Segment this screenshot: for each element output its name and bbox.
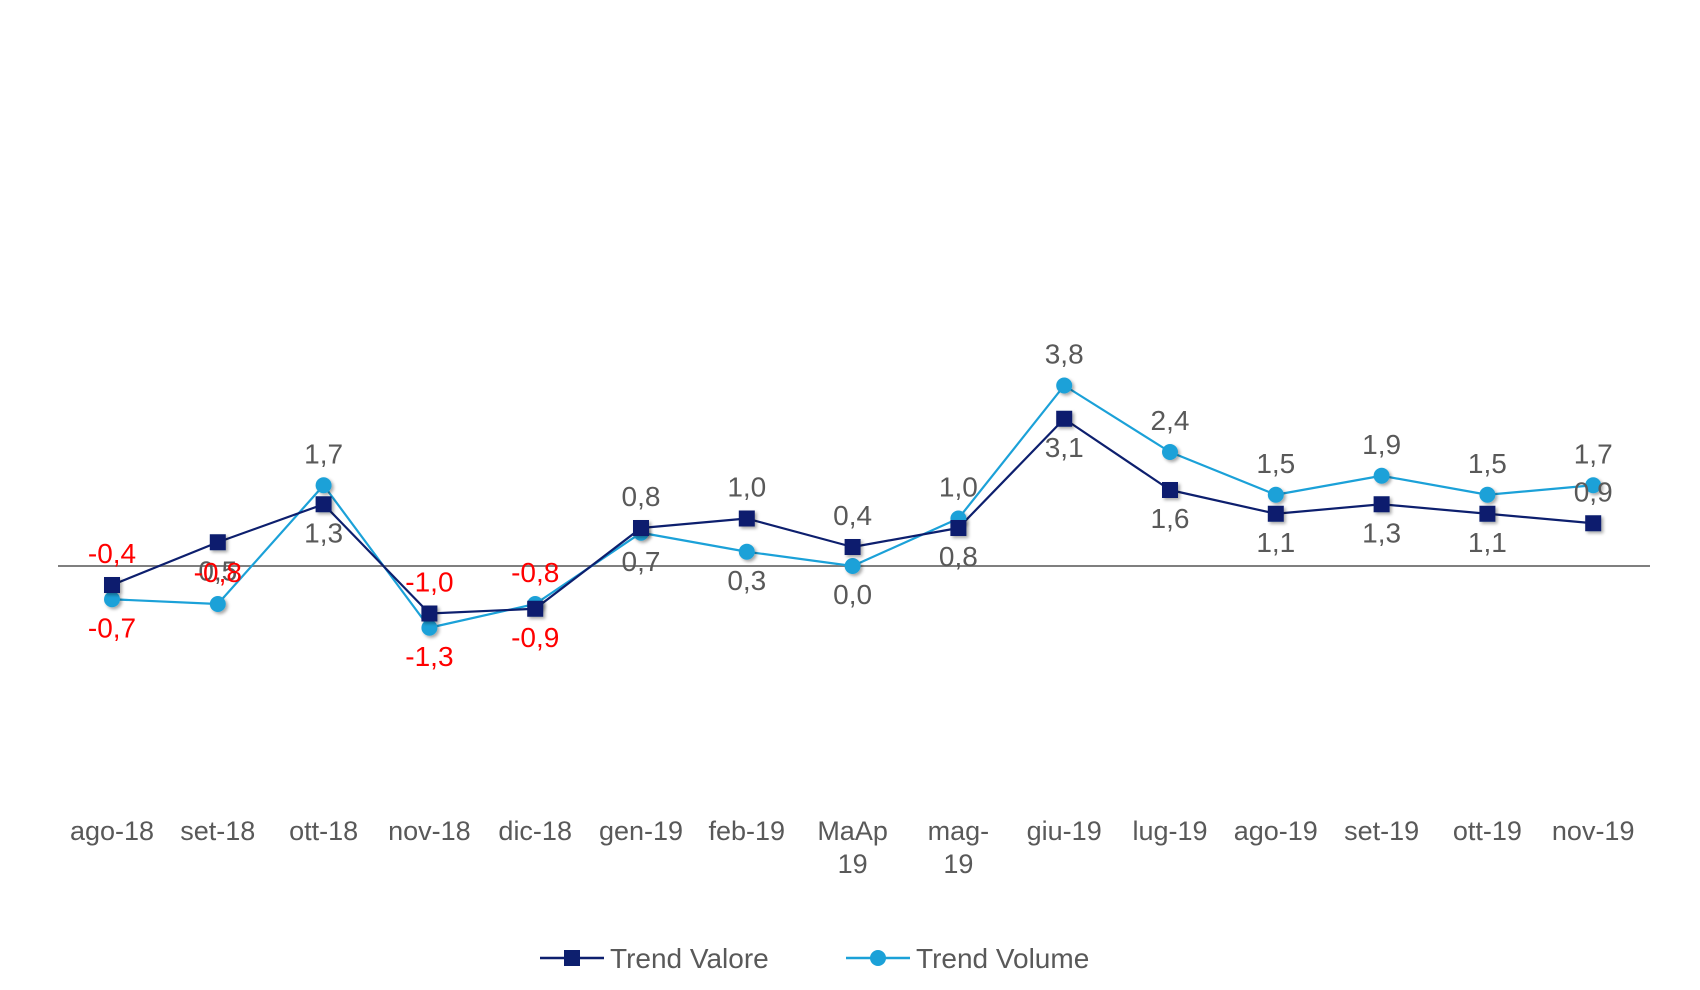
data-point bbox=[1585, 477, 1602, 494]
data-point bbox=[633, 520, 649, 536]
data-label: 1,5 bbox=[1468, 448, 1507, 479]
data-point bbox=[1056, 377, 1073, 394]
x-tick-label: ago-19 bbox=[1234, 816, 1318, 846]
legend-label: Trend Valore bbox=[610, 943, 769, 974]
data-label: -0,4 bbox=[88, 538, 136, 569]
data-label: 3,1 bbox=[1045, 432, 1084, 463]
data-point bbox=[527, 600, 544, 617]
data-point bbox=[315, 496, 332, 513]
data-label: 1,3 bbox=[1362, 517, 1401, 548]
legend: Trend Valore Trend Volume bbox=[540, 943, 1089, 974]
data-point bbox=[209, 596, 226, 612]
data-label: 0,3 bbox=[727, 565, 766, 596]
x-tick-label: set-18 bbox=[180, 816, 255, 846]
data-label: 3,8 bbox=[1045, 339, 1084, 370]
legend-item: Trend Valore bbox=[540, 943, 769, 974]
data-label: 0,5 bbox=[198, 555, 237, 586]
x-tick-label: feb-19 bbox=[709, 816, 786, 846]
data-label: -1,0 bbox=[405, 567, 453, 598]
data-point bbox=[1162, 482, 1178, 498]
data-label: 0,0 bbox=[833, 579, 872, 610]
data-label: 1,9 bbox=[1362, 429, 1401, 460]
data-point bbox=[1056, 410, 1073, 427]
legend-square-marker bbox=[564, 950, 580, 966]
data-label: 1,6 bbox=[1151, 503, 1190, 534]
x-tick-label: giu-19 bbox=[1027, 816, 1102, 846]
data-point bbox=[421, 605, 438, 622]
data-label: 0,8 bbox=[939, 541, 978, 572]
data-point bbox=[844, 558, 861, 574]
data-point bbox=[209, 534, 226, 551]
data-label: 2,4 bbox=[1151, 405, 1190, 436]
data-point bbox=[421, 619, 438, 636]
data-label: 1,3 bbox=[304, 517, 343, 548]
x-tick-label: ott-19 bbox=[1453, 816, 1522, 846]
data-point bbox=[738, 510, 755, 527]
data-label: 0,7 bbox=[622, 546, 661, 577]
data-point bbox=[104, 577, 120, 593]
x-tick-label: gen-19 bbox=[599, 816, 683, 846]
data-label: 1,0 bbox=[939, 472, 978, 503]
data-labels: -0,4 0,5 1,3 -1,0 -0,9 0,8 1,0 0,4 0,8 3,1 1,6 1,1 1… bbox=[88, 339, 1613, 672]
data-label: 1,5 bbox=[1256, 448, 1295, 479]
data-label: -1,3 bbox=[405, 641, 453, 672]
data-point bbox=[844, 539, 861, 555]
x-tick-label: ago-18 bbox=[70, 816, 154, 846]
data-point bbox=[1373, 496, 1390, 513]
x-tick-label: MaAp 19 bbox=[817, 816, 888, 879]
data-point bbox=[738, 543, 755, 560]
series-layer bbox=[104, 377, 1602, 636]
data-label: 0,9 bbox=[1574, 476, 1613, 507]
data-label: -0,8 bbox=[511, 557, 559, 588]
markers-trend-valore bbox=[104, 410, 1602, 622]
data-label: 0,4 bbox=[833, 500, 872, 531]
data-label: 1,0 bbox=[727, 472, 766, 503]
data-point bbox=[950, 520, 967, 536]
x-tick-label: set-19 bbox=[1344, 816, 1419, 846]
data-label: 1,7 bbox=[1574, 438, 1613, 469]
data-point bbox=[1162, 444, 1178, 460]
data-point bbox=[104, 591, 120, 608]
data-point bbox=[1373, 467, 1390, 484]
legend-item: Trend Volume bbox=[846, 943, 1089, 974]
x-axis-tick-labels: ago-18 set-18 ott-18 nov-18 dic-18 gen-19 feb-… bbox=[70, 816, 1635, 879]
data-label: 1,7 bbox=[304, 438, 343, 469]
data-point bbox=[1479, 486, 1496, 503]
x-tick-label: nov-18 bbox=[388, 816, 471, 846]
x-tick-label: nov-19 bbox=[1552, 816, 1635, 846]
legend-label: Trend Volume bbox=[916, 943, 1089, 974]
data-point bbox=[315, 477, 332, 494]
data-point bbox=[1585, 515, 1602, 532]
x-tick-label: lug-19 bbox=[1132, 816, 1207, 846]
x-tick-label: mag-19 bbox=[928, 816, 990, 879]
data-point bbox=[1267, 505, 1284, 522]
data-label: -0,9 bbox=[511, 622, 559, 653]
data-label: 0,8 bbox=[622, 481, 661, 512]
x-tick-label: ott-18 bbox=[289, 816, 358, 846]
legend-circle-marker bbox=[870, 950, 886, 966]
data-point bbox=[1267, 486, 1284, 503]
data-label: 1,1 bbox=[1256, 527, 1295, 558]
data-label: 1,1 bbox=[1468, 527, 1507, 558]
data-label: -0,7 bbox=[88, 612, 136, 643]
data-label: -0,8 bbox=[194, 557, 242, 588]
data-point bbox=[1479, 505, 1496, 522]
x-tick-label: dic-18 bbox=[498, 816, 572, 846]
